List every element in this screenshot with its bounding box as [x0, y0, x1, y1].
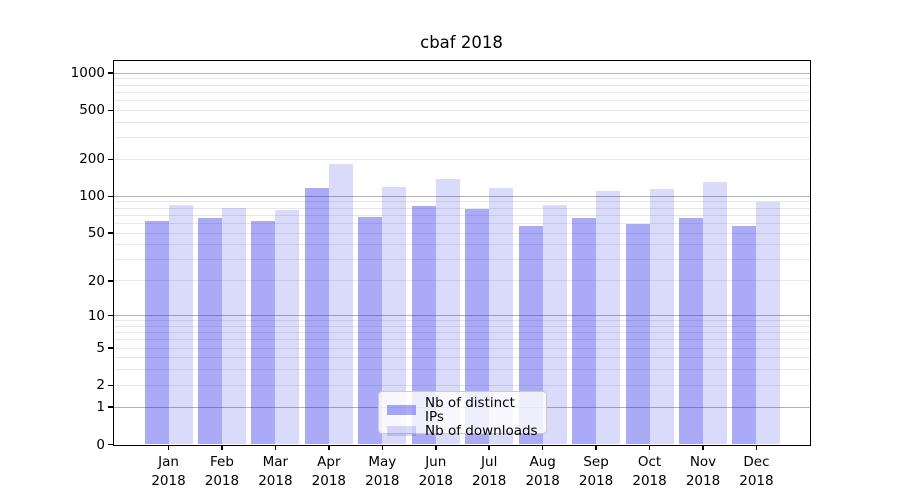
legend-swatch-downloads	[387, 425, 416, 437]
x-tick-label: Nov 2018	[685, 454, 721, 489]
x-tick-label: Dec 2018	[739, 454, 774, 489]
y-tick-mark	[108, 109, 113, 111]
gridline-minor	[114, 109, 810, 111]
gridline-minor	[114, 259, 810, 261]
bar-downloads-mar	[275, 209, 300, 444]
y-tick-mark	[108, 347, 113, 349]
bar-downloads-oct	[649, 188, 674, 444]
gridline-minor	[114, 384, 810, 386]
x-tick-mark	[755, 445, 758, 450]
chart-title: cbaf 2018	[420, 33, 503, 52]
gridline-minor	[114, 222, 810, 224]
gridline-minor	[114, 232, 810, 234]
bar-distinct-ips-apr	[304, 188, 329, 444]
gridline-minor	[114, 357, 810, 359]
bar-distinct-ips-dec	[732, 226, 757, 444]
x-tick-label: Aug 2018	[525, 454, 560, 489]
x-tick-mark	[541, 445, 544, 450]
bar-downloads-nov	[703, 181, 727, 444]
y-tick-mark	[108, 195, 113, 198]
gridline-minor	[114, 244, 810, 246]
x-tick-label: Jan 2018	[151, 454, 186, 489]
gridline-minor	[114, 325, 810, 327]
y-tick-mark	[108, 280, 113, 282]
legend-item-distinct-ips: Nb of distinct IPs	[387, 396, 538, 424]
gridline-major	[114, 315, 810, 317]
x-tick-label: Oct 2018	[632, 454, 667, 489]
gridline-major	[114, 195, 810, 197]
x-tick-mark	[221, 445, 223, 450]
gridline-minor	[114, 339, 810, 341]
gridline-minor	[114, 214, 810, 216]
gridline-minor	[114, 99, 810, 101]
gridline-minor	[114, 332, 810, 334]
bar-distinct-ips-nov	[679, 217, 703, 444]
gridline-major	[114, 72, 810, 74]
gridline-minor	[114, 158, 810, 160]
x-tick-mark	[381, 445, 384, 450]
legend: Nb of distinct IPs Nb of downloads	[378, 391, 547, 438]
bar-downloads-feb	[221, 208, 246, 444]
y-tick-mark	[108, 232, 113, 234]
bar-distinct-ips-mar	[251, 220, 276, 444]
y-tick-label: 5	[96, 340, 105, 357]
legend-label-downloads: Nb of downloads	[425, 423, 538, 439]
y-tick-label: 50	[87, 225, 105, 242]
y-tick-label: 500	[79, 102, 105, 119]
y-tick-label: 20	[87, 272, 105, 289]
bar-downloads-apr	[328, 163, 353, 444]
x-tick-mark	[648, 445, 651, 450]
gridline-minor	[114, 201, 810, 203]
gridline-minor	[114, 121, 810, 123]
legend-label-distinct-ips: Nb of distinct IPs	[424, 395, 515, 425]
x-tick-label: Feb 2018	[204, 454, 240, 489]
x-tick-mark	[435, 445, 437, 450]
y-tick-label: 0	[96, 436, 105, 453]
x-tick-mark	[274, 445, 277, 450]
y-tick-mark	[108, 314, 113, 317]
gridline-minor	[114, 137, 810, 139]
y-tick-label: 200	[79, 151, 105, 168]
x-tick-label: Jun 2018	[418, 454, 453, 489]
gridline-minor	[114, 369, 810, 371]
x-tick-label: Jul 2018	[472, 454, 507, 489]
bar-downloads-jan	[168, 205, 193, 444]
bar-distinct-ips-feb	[197, 217, 222, 444]
y-tick-mark	[108, 406, 113, 408]
gridline-minor	[114, 91, 810, 93]
y-tick-label: 100	[79, 188, 105, 205]
bar-downloads-sep	[596, 190, 621, 444]
x-tick-label: Sep 2018	[578, 454, 614, 489]
bar-distinct-ips-oct	[625, 224, 650, 444]
gridline-minor	[114, 347, 810, 349]
x-tick-mark	[595, 445, 597, 450]
x-tick-label: May 2018	[365, 454, 400, 489]
gridline-minor	[114, 207, 810, 209]
legend-item-downloads: Nb of downloads	[387, 424, 538, 438]
y-tick-label: 1	[96, 399, 105, 416]
x-tick-mark	[488, 445, 490, 450]
x-tick-label: Apr 2018	[311, 454, 347, 489]
bar-distinct-ips-jan	[144, 220, 169, 444]
x-tick-label: Mar 2018	[258, 454, 293, 489]
gridline-minor	[114, 84, 810, 86]
gridline-minor	[114, 280, 810, 282]
y-tick-label: 10	[87, 307, 105, 324]
bar-downloads-dec	[756, 201, 781, 444]
y-tick-mark	[108, 443, 113, 446]
bar-distinct-ips-sep	[572, 217, 597, 444]
y-tick-mark	[108, 384, 113, 387]
y-tick-label: 1000	[70, 65, 105, 82]
y-tick-label: 2	[96, 377, 105, 394]
y-tick-mark	[108, 158, 113, 161]
legend-swatch-distinct-ips	[387, 404, 416, 416]
x-tick-mark	[702, 445, 704, 450]
x-tick-mark	[328, 445, 330, 450]
y-tick-mark	[108, 72, 113, 74]
gridline-minor	[114, 78, 810, 80]
gridline-minor	[114, 320, 810, 322]
x-tick-mark	[167, 445, 170, 450]
